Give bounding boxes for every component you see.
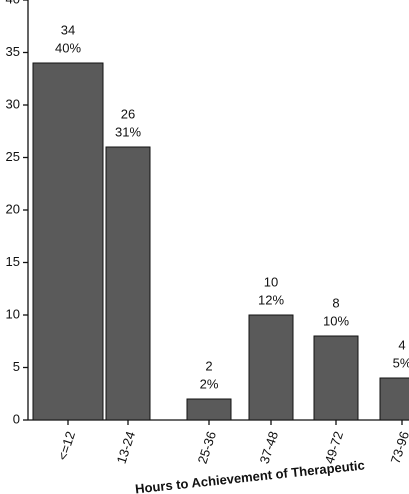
percent-label: 5% bbox=[393, 355, 409, 370]
bar bbox=[379, 377, 409, 421]
percent-label: 2% bbox=[200, 376, 219, 391]
y-tick-label: 15 bbox=[6, 254, 20, 269]
percent-label: 10% bbox=[323, 313, 349, 328]
x-tick-label: <=12 bbox=[55, 429, 78, 462]
percent-label: 12% bbox=[258, 292, 284, 307]
x-tick-label: 25-36 bbox=[195, 429, 220, 465]
value-label: 4 bbox=[398, 337, 405, 352]
x-tick-label: 37-48 bbox=[257, 429, 282, 465]
value-label: 8 bbox=[332, 295, 339, 310]
x-tick-label: 13-24 bbox=[114, 429, 139, 465]
y-tick-label: 40 bbox=[6, 0, 20, 6]
value-label: 10 bbox=[264, 274, 278, 289]
y-tick-label: 30 bbox=[6, 96, 20, 111]
y-tick-label: 5 bbox=[13, 359, 20, 374]
value-label: 2 bbox=[205, 358, 212, 373]
value-label: 34 bbox=[61, 22, 75, 37]
bar bbox=[105, 146, 151, 421]
y-tick-label: 35 bbox=[6, 44, 20, 59]
y-tick-label: 0 bbox=[13, 411, 20, 426]
bar bbox=[32, 62, 104, 421]
percent-label: 40% bbox=[55, 40, 81, 55]
y-tick-label: 10 bbox=[6, 306, 20, 321]
bar bbox=[248, 314, 294, 421]
percent-label: 31% bbox=[115, 124, 141, 139]
bar bbox=[186, 398, 232, 421]
y-tick-label: 25 bbox=[6, 149, 20, 164]
bar bbox=[313, 335, 359, 421]
y-tick-label: 20 bbox=[6, 201, 20, 216]
x-tick-label: 73-96 bbox=[388, 429, 409, 465]
value-label: 26 bbox=[121, 106, 135, 121]
